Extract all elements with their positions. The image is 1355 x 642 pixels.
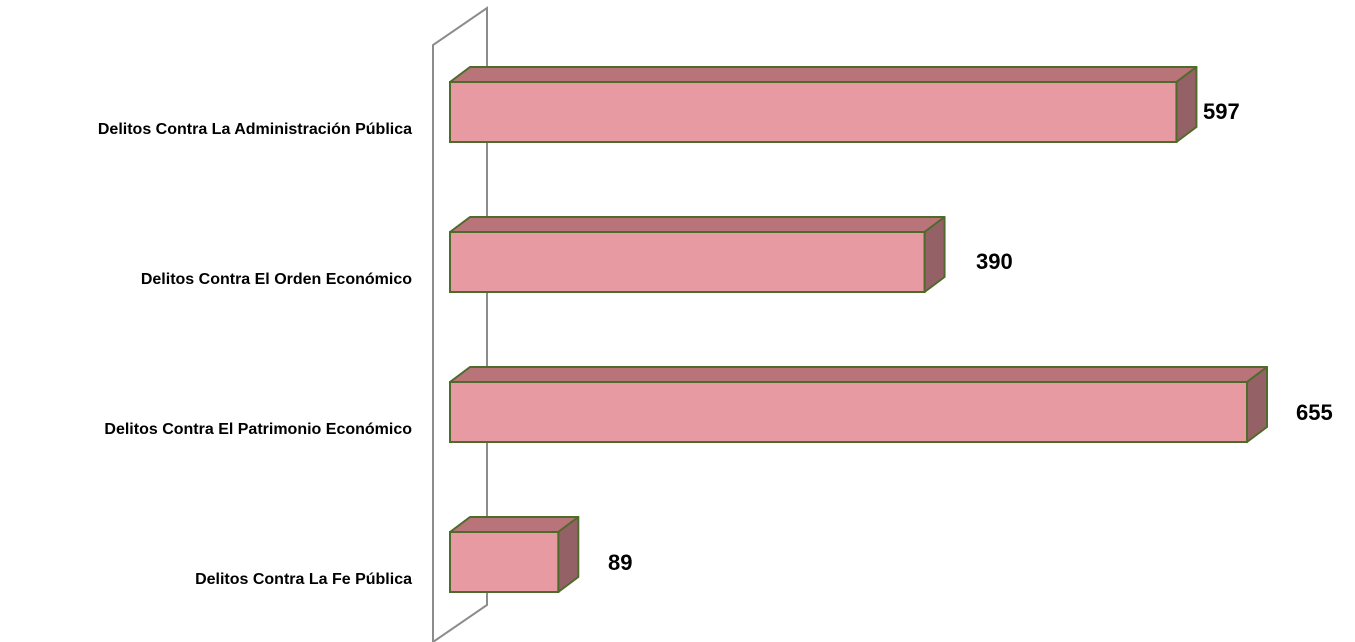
value-label: 655 <box>1296 400 1333 425</box>
category-label: Delitos Contra El Orden Económico <box>141 271 412 288</box>
bar <box>449 516 580 593</box>
bar-top-face <box>449 366 1269 383</box>
bar-top-face <box>449 516 580 533</box>
bar-top-face <box>449 66 1198 83</box>
bar-front-face <box>449 81 1178 143</box>
category-label: Delitos Contra La Fe Pública <box>195 571 412 588</box>
bar-front-face <box>449 231 926 293</box>
bar <box>449 366 1269 443</box>
value-labels-group: 597 390 655 89 <box>608 99 1333 575</box>
value-label: 390 <box>976 249 1013 274</box>
category-labels-group: Delitos Contra La Administración Pública… <box>98 121 412 588</box>
value-label: 597 <box>1203 99 1240 124</box>
bar-front-face <box>449 381 1249 443</box>
axis-wall <box>432 6 488 642</box>
bar-front-face <box>449 531 560 593</box>
category-label: Delitos Contra La Administración Pública <box>98 121 412 138</box>
bar <box>449 66 1198 143</box>
category-label: Delitos Contra El Patrimonio Económico <box>104 421 412 438</box>
value-label: 89 <box>608 550 632 575</box>
axis-wall-outline <box>432 6 488 642</box>
bar-top-face <box>449 216 946 233</box>
bars-group <box>449 66 1269 593</box>
bar <box>449 216 946 293</box>
